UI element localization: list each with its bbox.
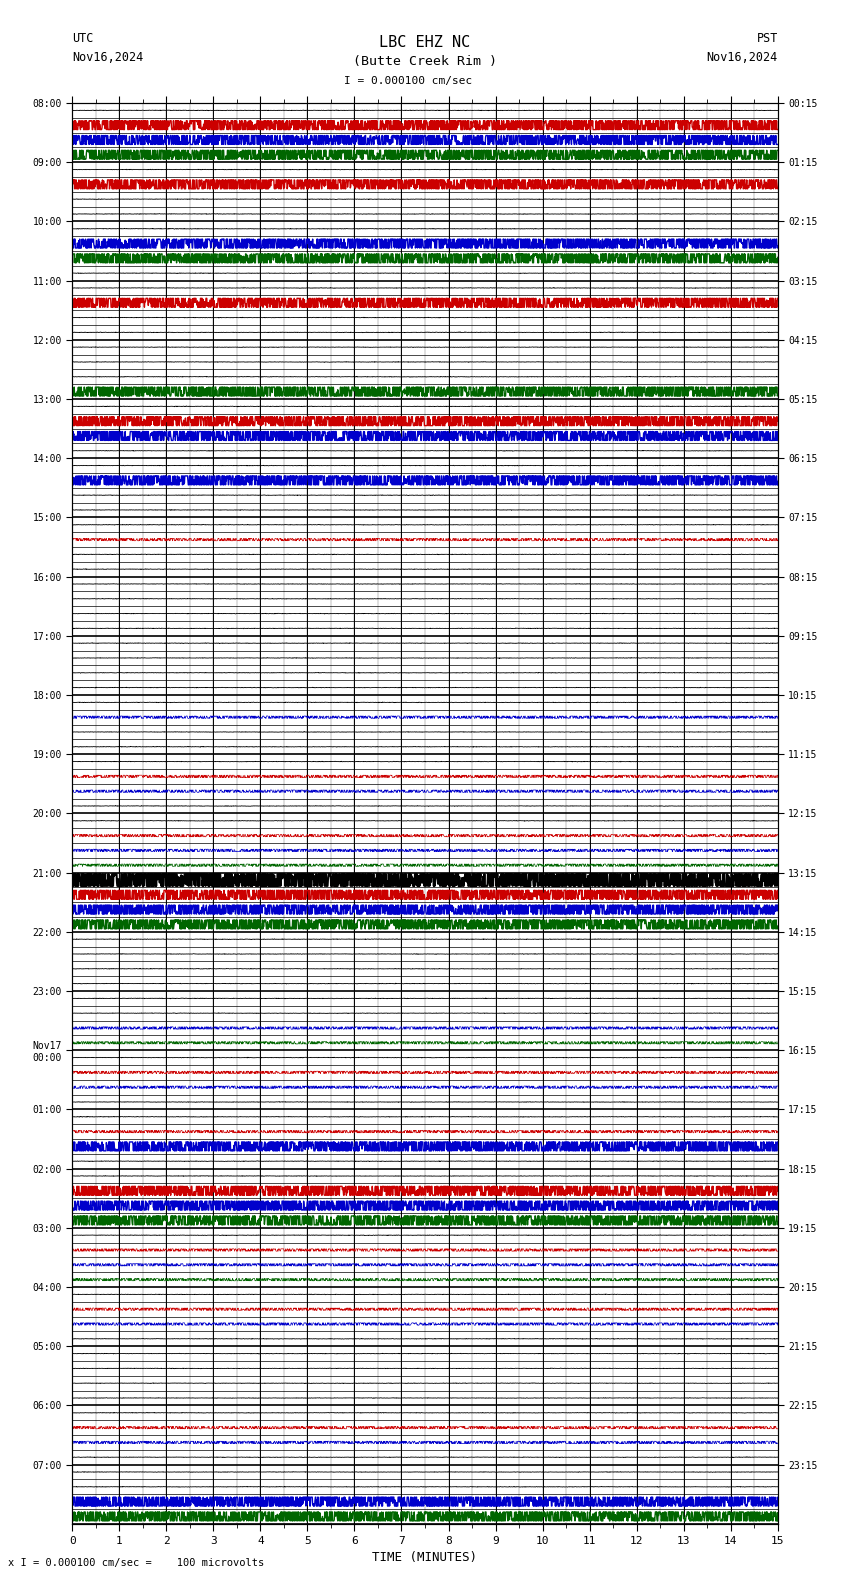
- Text: x I = 0.000100 cm/sec =    100 microvolts: x I = 0.000100 cm/sec = 100 microvolts: [8, 1559, 264, 1568]
- Text: (Butte Creek Rim ): (Butte Creek Rim ): [353, 55, 497, 68]
- Text: Nov16,2024: Nov16,2024: [72, 51, 144, 63]
- Text: Nov16,2024: Nov16,2024: [706, 51, 778, 63]
- Text: I = 0.000100 cm/sec: I = 0.000100 cm/sec: [344, 76, 472, 86]
- Text: PST: PST: [756, 32, 778, 44]
- Text: UTC: UTC: [72, 32, 94, 44]
- Text: LBC EHZ NC: LBC EHZ NC: [379, 35, 471, 49]
- X-axis label: TIME (MINUTES): TIME (MINUTES): [372, 1551, 478, 1563]
